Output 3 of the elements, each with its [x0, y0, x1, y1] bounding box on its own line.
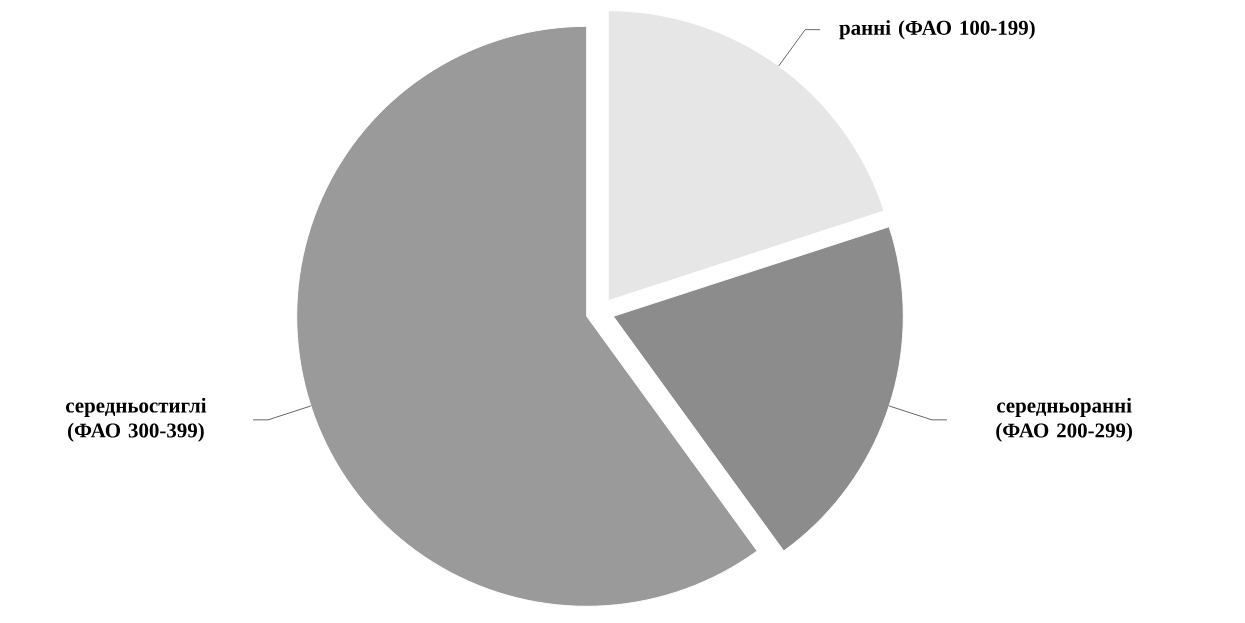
slice-label: середньостиглі (ФАО 300-399)	[65, 397, 207, 442]
slice-label: середньоранні (ФАО 200-299)	[996, 397, 1133, 442]
slice-label: ранні (ФАО 100-199)	[839, 20, 1035, 40]
